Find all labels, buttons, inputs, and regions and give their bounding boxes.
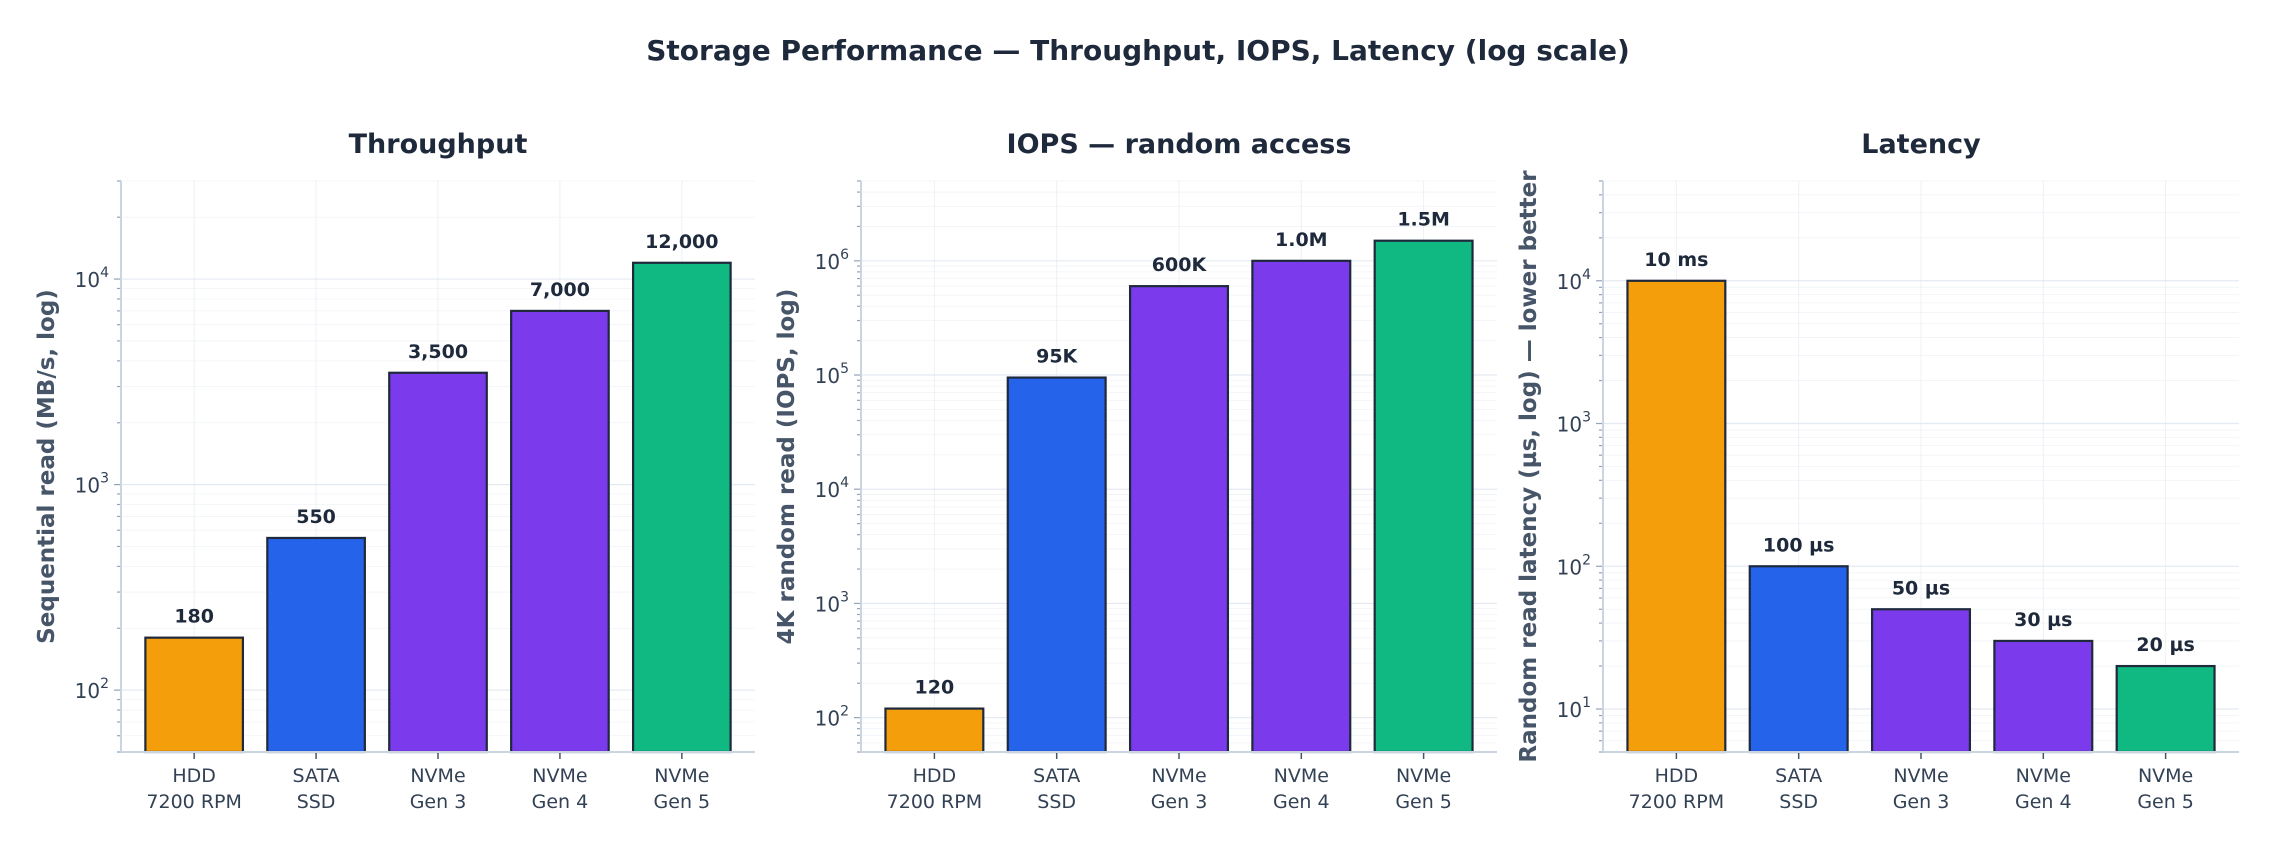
subplot-1: 180 HDD 7200 RPM 550 SATA SSD 3,500 NVMe Gen 3 7,… xyxy=(34,129,755,813)
x-tick-label: NVMe xyxy=(1274,765,1329,787)
bar-value-label: 600K xyxy=(1152,254,1208,276)
x-tick-label: HDD xyxy=(172,765,216,787)
x-tick-label: NVMe xyxy=(2016,765,2071,787)
bar xyxy=(1006,376,1107,754)
x-tick-label: 7200 RPM xyxy=(887,791,982,813)
x-tick-label: Gen 5 xyxy=(2137,791,2194,813)
y-tick-label: 102 xyxy=(815,704,849,731)
x-tick-label: NVMe xyxy=(532,765,587,787)
bar-value-label: 10 ms xyxy=(1644,249,1708,271)
bar xyxy=(388,371,488,754)
x-tick-label: NVMe xyxy=(1396,765,1451,787)
x-tick-label: Gen 3 xyxy=(410,791,467,813)
x-tick-label: Gen 5 xyxy=(654,791,711,813)
bar-value-label: 100 µs xyxy=(1763,534,1835,556)
x-tick-label: SSD xyxy=(1037,791,1076,813)
bar xyxy=(510,309,610,754)
y-tick-label: 106 xyxy=(815,247,849,274)
y-tick-label: 102 xyxy=(75,676,109,703)
bar xyxy=(1626,279,1727,754)
x-tick-label: NVMe xyxy=(2138,765,2193,787)
bar-value-label: 12,000 xyxy=(645,231,718,253)
y-tick-label: 103 xyxy=(1557,410,1591,437)
bar xyxy=(1748,565,1849,754)
subplot-title: Latency xyxy=(1861,129,1981,160)
bar xyxy=(1128,285,1230,754)
y-tick-label: 103 xyxy=(75,471,109,498)
x-tick-label: NVMe xyxy=(410,765,465,787)
bar xyxy=(631,261,732,754)
x-tick-label: HDD xyxy=(1655,765,1699,787)
figure-title: Storage Performance — Throughput, IOPS, … xyxy=(646,34,1630,67)
x-tick-label: SATA xyxy=(293,765,340,787)
x-tick-label: NVMe xyxy=(654,765,709,787)
y-tick-label: 103 xyxy=(815,589,849,616)
y-tick-label: 102 xyxy=(1557,552,1591,579)
subplot-2: 120 HDD 7200 RPM 95K SATA SSD 600K NVMe Gen 3 1.0… xyxy=(774,129,1497,813)
bar xyxy=(266,536,366,754)
bar-value-label: 180 xyxy=(174,606,214,628)
x-tick-label: Gen 3 xyxy=(1893,791,1950,813)
bar xyxy=(884,707,985,754)
subplot-title: IOPS — random access xyxy=(1007,129,1352,160)
subplot-3: 10 ms HDD 7200 RPM 100 µs SATA SSD 50 µs NVMe Ge… xyxy=(1516,129,2239,813)
x-tick-label: SSD xyxy=(297,791,336,813)
bar xyxy=(1870,608,1972,754)
x-tick-label: Gen 3 xyxy=(1151,791,1208,813)
y-axis-label: Random read latency (µs, log) — lower be… xyxy=(1516,170,1542,763)
y-tick-label: 104 xyxy=(815,475,849,502)
x-tick-label: SATA xyxy=(1033,765,1080,787)
x-tick-label: SSD xyxy=(1779,791,1818,813)
y-tick-label: 104 xyxy=(1557,267,1591,294)
bar xyxy=(144,636,245,754)
y-axis-label: Sequential read (MB/s, log) xyxy=(34,289,60,644)
bar xyxy=(1251,259,1352,754)
bar-value-label: 50 µs xyxy=(1892,577,1950,599)
bar xyxy=(2115,664,2216,754)
bar-value-label: 30 µs xyxy=(2014,609,2072,631)
bar-value-label: 95K xyxy=(1036,346,1078,368)
x-tick-label: Gen 4 xyxy=(2015,791,2072,813)
x-tick-label: NVMe xyxy=(1151,765,1206,787)
x-tick-label: Gen 5 xyxy=(1395,791,1452,813)
x-tick-label: 7200 RPM xyxy=(146,791,241,813)
bar-value-label: 20 µs xyxy=(2136,634,2194,656)
x-tick-label: NVMe xyxy=(1893,765,1948,787)
bar-value-label: 550 xyxy=(296,506,336,528)
bar-value-label: 3,500 xyxy=(408,341,468,363)
bar-value-label: 1.0M xyxy=(1275,229,1328,251)
bar xyxy=(1373,239,1474,754)
x-tick-label: Gen 4 xyxy=(532,791,589,813)
y-axis-label: 4K random read (IOPS, log) xyxy=(774,289,800,645)
y-tick-label: 104 xyxy=(75,265,109,292)
x-tick-label: Gen 4 xyxy=(1273,791,1330,813)
x-tick-label: 7200 RPM xyxy=(1629,791,1724,813)
x-tick-label: HDD xyxy=(913,765,957,787)
y-tick-label: 101 xyxy=(1557,695,1591,722)
subplot-title: Throughput xyxy=(349,129,528,160)
y-tick-label: 105 xyxy=(815,361,849,388)
bar-value-label: 7,000 xyxy=(530,279,590,301)
bar xyxy=(1993,639,2094,754)
bar-value-label: 120 xyxy=(915,677,955,699)
bar-value-label: 1.5M xyxy=(1397,209,1450,231)
x-tick-label: SATA xyxy=(1775,765,1822,787)
